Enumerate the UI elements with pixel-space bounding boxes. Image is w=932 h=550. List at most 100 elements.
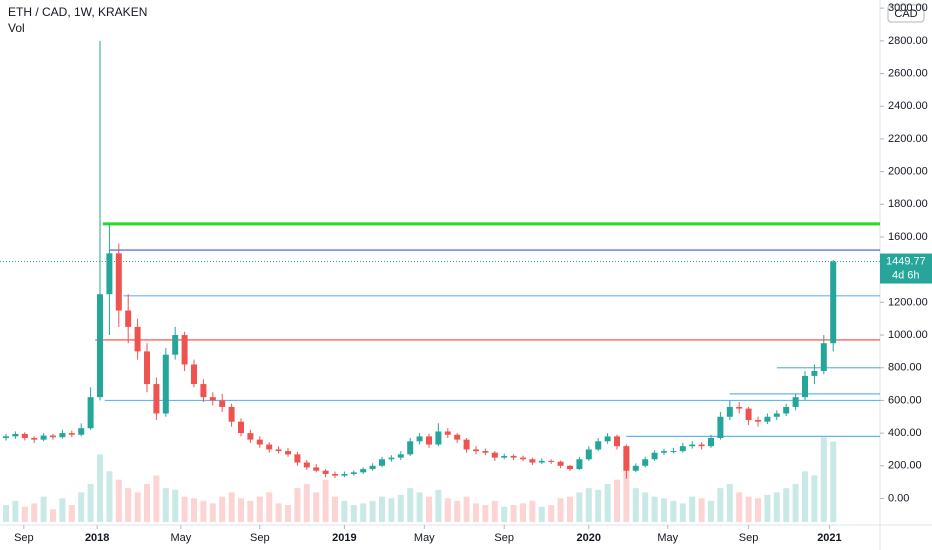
candle-body (115, 253, 122, 311)
x-tick-label: 2018 (85, 532, 109, 544)
x-tick-label: Sep (494, 532, 514, 544)
volume-bar (642, 492, 649, 522)
volume-bar (172, 489, 179, 522)
candle-body (125, 310, 132, 327)
candle-body (407, 441, 414, 455)
candle-body (698, 444, 705, 447)
candle-body (379, 459, 385, 466)
volume-bar (632, 488, 639, 522)
candle-body (491, 452, 498, 458)
candle-body (313, 467, 320, 471)
volume-bar (792, 483, 799, 522)
volume-bar (604, 483, 611, 522)
x-tick-label: 2020 (577, 532, 601, 544)
volume-bar (275, 503, 282, 522)
candle-body (726, 406, 733, 417)
candle-body (388, 457, 395, 460)
candle-body (557, 461, 564, 466)
volume-bar (209, 503, 216, 522)
candle-body (576, 459, 583, 470)
volume-bar (219, 496, 226, 522)
volume-bar (40, 496, 47, 522)
y-tick-label: 2400.00 (888, 100, 928, 112)
volume-bar (50, 509, 56, 522)
candle-body (745, 408, 752, 421)
volume-bar (416, 492, 423, 522)
candle-body (595, 441, 602, 450)
candle-body (520, 457, 526, 460)
candle-body (642, 459, 649, 466)
candle-body (294, 454, 301, 463)
last-price: 1449.77 (886, 255, 926, 267)
volume-bar (454, 500, 461, 522)
candle-body (623, 446, 630, 471)
volume-bar (783, 488, 790, 522)
volume-bar (764, 494, 771, 522)
candle-body (679, 446, 686, 452)
volume-bar (661, 498, 667, 522)
currency-box[interactable] (887, 4, 925, 23)
volume-bar (820, 437, 827, 522)
volume-bar (181, 496, 188, 522)
candle-body (632, 465, 639, 471)
x-tick-label: Sep (250, 532, 270, 544)
candle-body (783, 406, 790, 414)
y-tick-label: 400.00 (888, 427, 922, 439)
y-tick-label: 800.00 (888, 362, 922, 374)
volume-bar (106, 471, 113, 522)
candle-body (820, 343, 827, 372)
volume-bar (444, 498, 451, 522)
x-tick-label: May (170, 532, 191, 544)
candle-body (153, 384, 160, 414)
volume-bar (191, 498, 197, 522)
volume-bar (388, 498, 395, 522)
candle-body (59, 433, 66, 438)
y-tick-label: 1000.00 (888, 329, 928, 341)
candle-body (78, 428, 85, 435)
volume-bar (78, 492, 85, 522)
y-tick-label: 0.00 (888, 492, 909, 504)
volume-bar (501, 506, 508, 522)
candle-body (369, 465, 376, 470)
candle-body (792, 397, 799, 407)
volume-bar (12, 500, 19, 522)
y-tick-label: 2600.00 (888, 67, 928, 79)
currency[interactable]: CAD (894, 8, 917, 20)
candle-body (830, 261, 837, 344)
countdown: 4d 6h (892, 269, 920, 281)
candle-body (482, 451, 489, 453)
volume-bar (463, 496, 470, 522)
x-tick-label: 2021 (817, 532, 841, 544)
volume-bar (21, 506, 28, 522)
volume-bar (717, 488, 724, 522)
volume-bar (435, 489, 442, 522)
candle-body (350, 472, 357, 474)
candle-body (181, 335, 188, 365)
candle-body (191, 364, 197, 385)
x-tick-label: 2019 (332, 532, 356, 544)
candle-body (247, 433, 254, 440)
candle-body (426, 436, 432, 445)
volume-bar (115, 479, 122, 522)
volume-bar (294, 488, 301, 522)
candle-body (256, 439, 263, 445)
volume-bar (322, 479, 329, 522)
volume-bar (162, 488, 169, 522)
candle-body (435, 431, 442, 445)
volume-bar (266, 492, 273, 522)
candle-body (21, 433, 28, 439)
volume-bar (745, 496, 752, 522)
candle-body (708, 438, 714, 447)
candle-body (360, 469, 367, 473)
candle-body (285, 451, 291, 455)
volume-bar (247, 500, 254, 522)
candle-body (209, 397, 216, 401)
candle-body (397, 454, 404, 458)
y-tick-label: 3000.00 (888, 2, 928, 14)
candle-body (501, 455, 508, 458)
volume-bar (538, 506, 545, 522)
volume-bar (567, 496, 573, 522)
candle-body (12, 433, 19, 437)
